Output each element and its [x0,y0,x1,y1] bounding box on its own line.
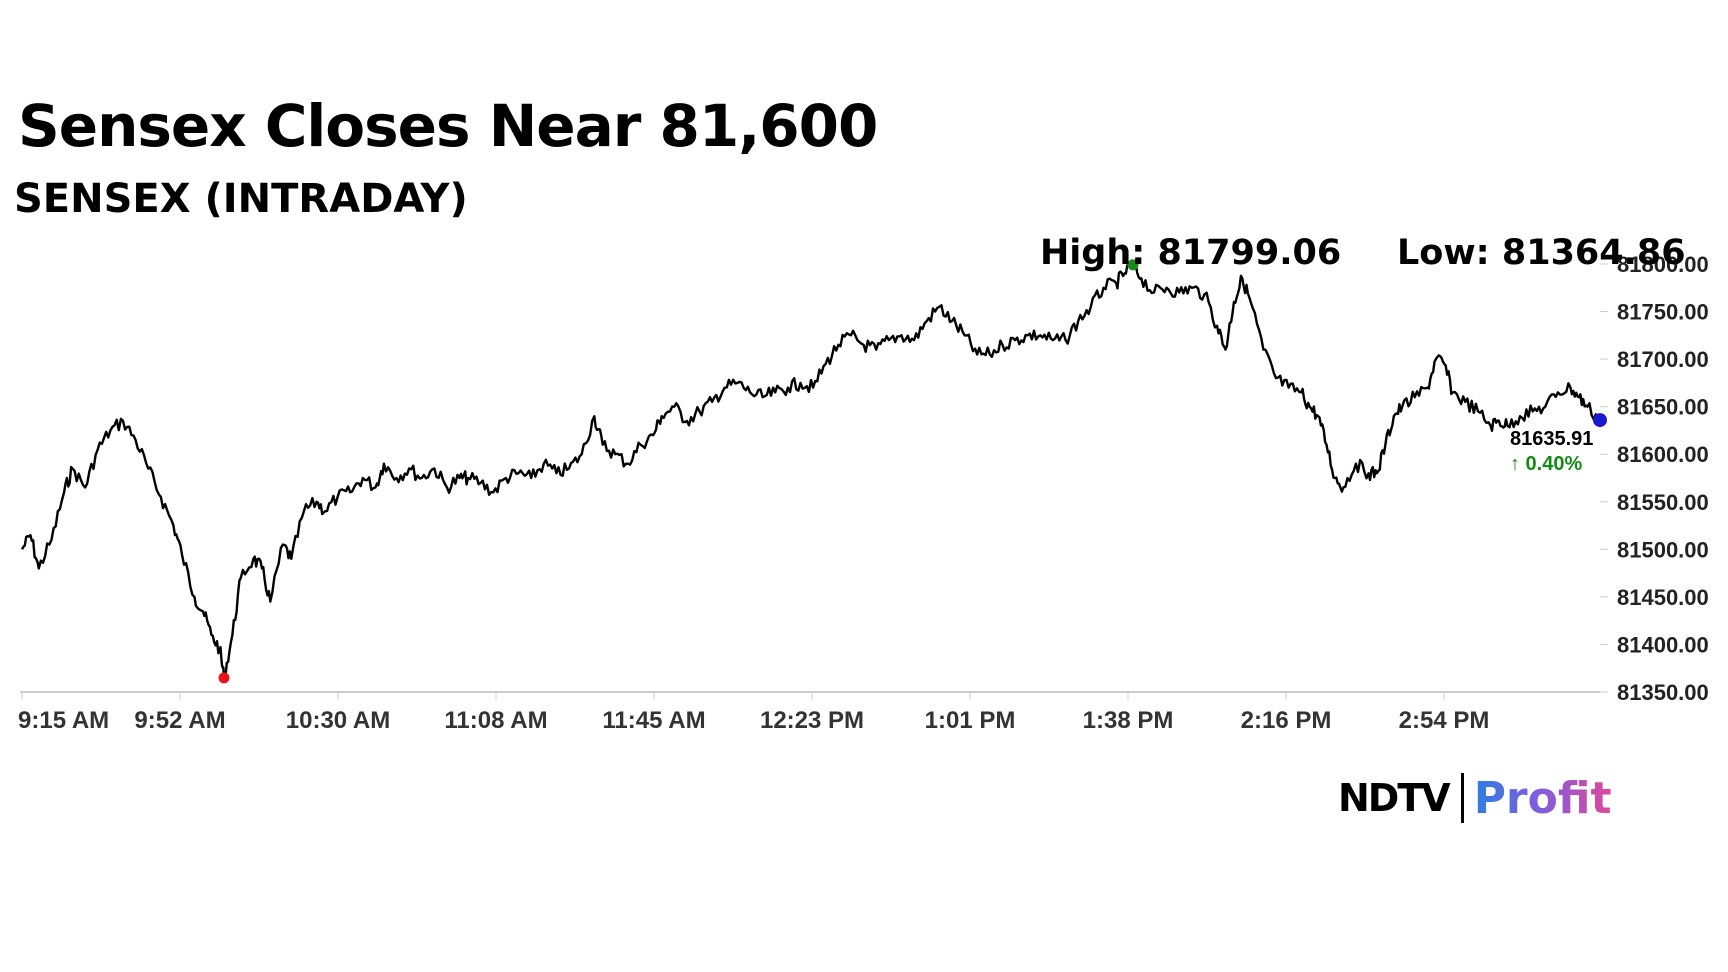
y-tick-label: 81400.00 [1617,632,1709,657]
high-marker [1127,259,1139,271]
x-tick-label: 10:30 AM [286,707,390,734]
x-tick-label: 11:08 AM [444,707,547,734]
x-tick-label: 9:52 AM [134,707,225,734]
y-tick-label: 81500.00 [1617,537,1709,562]
x-axis: 9:15 AM 9:52 AM 10:30 AM 11:08 AM 11:45 AM 12… [18,692,1489,734]
logo-profit: Profit [1473,772,1612,824]
last-price-marker [1593,413,1607,428]
y-tick-label: 81650.00 [1617,395,1709,420]
low-label: Low: 81364.86 [1397,233,1686,273]
logo-ndtv: NDTV [1338,776,1451,820]
page-title: Sensex Closes Near 81,600 [18,92,878,160]
y-tick-label: 81600.00 [1617,442,1709,467]
y-tick-label: 81350.00 [1617,680,1709,705]
x-tick-label: 2:54 PM [1399,707,1490,734]
ndtv-profit-logo: NDTV Profit [1338,772,1612,824]
x-tick-label: 1:38 PM [1083,707,1174,734]
y-tick-label: 81750.00 [1617,300,1709,325]
change-label: ↑ 0.40% [1510,453,1582,475]
x-tick-label: 12:23 PM [760,707,864,734]
low-marker [218,672,230,684]
x-tick-label: 11:45 AM [602,707,705,734]
x-tick-label: 9:15 AM [18,707,109,734]
y-tick-label: 81550.00 [1617,490,1709,515]
logo-divider [1460,773,1464,823]
price-line [20,259,1601,680]
y-tick-label: 81700.00 [1617,347,1709,372]
y-axis: 81350.00 81400.00 81450.00 81500.00 81550.00… [1600,252,1709,705]
y-tick-label: 81800.00 [1617,252,1709,277]
y-tick-label: 81450.00 [1617,585,1709,610]
high-label: High: 81799.06 [1040,233,1341,273]
x-tick-label: 1:01 PM [925,707,1016,734]
last-price-label: 81635.91 [1510,428,1593,450]
chart-subtitle: SENSEX (INTRADAY) [14,176,468,222]
x-tick-label: 2:16 PM [1241,707,1332,734]
